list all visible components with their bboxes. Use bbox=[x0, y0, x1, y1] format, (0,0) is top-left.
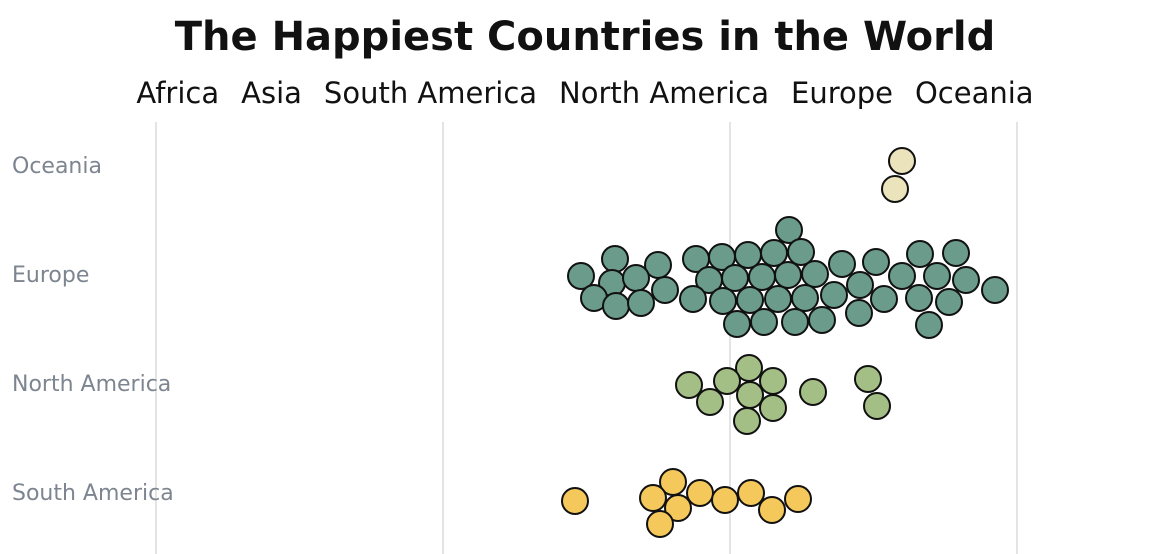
dot-europe-37[interactable] bbox=[602, 292, 630, 320]
dot-europe-23[interactable] bbox=[923, 262, 951, 290]
dot-europe-22[interactable] bbox=[888, 262, 916, 290]
dot-europe-9[interactable] bbox=[828, 250, 856, 278]
row-label-oceania: Oceania bbox=[12, 154, 102, 179]
dot-europe-36[interactable] bbox=[981, 276, 1009, 304]
gridlines bbox=[155, 122, 1018, 554]
dot-south-america-2[interactable] bbox=[686, 479, 714, 507]
dot-europe-34[interactable] bbox=[905, 284, 933, 312]
dot-europe-19[interactable] bbox=[774, 261, 802, 289]
dot-europe-39[interactable] bbox=[723, 310, 751, 338]
dot-europe-7[interactable] bbox=[787, 238, 815, 266]
dot-europe-2[interactable] bbox=[601, 245, 629, 273]
dot-europe-42[interactable] bbox=[808, 306, 836, 334]
legend-item-north-america: North America bbox=[559, 76, 769, 110]
series-north-america bbox=[675, 354, 891, 435]
dot-north-america-7[interactable] bbox=[736, 381, 764, 409]
legend-item-europe: Europe bbox=[791, 76, 893, 110]
dot-south-america-10[interactable] bbox=[646, 510, 674, 538]
dot-europe-41[interactable] bbox=[781, 308, 809, 336]
dot-north-america-9[interactable] bbox=[759, 394, 787, 422]
dot-north-america-2[interactable] bbox=[675, 371, 703, 399]
series-europe bbox=[567, 216, 1009, 339]
legend: Africa Asia South America North America Euro… bbox=[0, 76, 1170, 110]
dot-europe-44[interactable] bbox=[915, 311, 943, 339]
dot-europe-29[interactable] bbox=[736, 286, 764, 314]
dot-north-america-11[interactable] bbox=[733, 407, 761, 435]
dot-europe-24[interactable] bbox=[952, 266, 980, 294]
dot-europe-11[interactable] bbox=[906, 240, 934, 268]
dot-south-america-6[interactable] bbox=[711, 486, 739, 514]
dot-north-america-1[interactable] bbox=[735, 354, 763, 382]
dot-north-america-5[interactable] bbox=[854, 365, 882, 393]
dot-north-america-6[interactable] bbox=[696, 388, 724, 416]
dot-oceania-2[interactable] bbox=[881, 175, 909, 203]
dot-south-america-4[interactable] bbox=[561, 487, 589, 515]
row-labels: Oceania Europe North America South America bbox=[12, 154, 174, 506]
dot-europe-6[interactable] bbox=[760, 239, 788, 267]
legend-item-oceania: Oceania bbox=[914, 76, 1034, 110]
dot-south-america-8[interactable] bbox=[664, 494, 692, 522]
data-points bbox=[561, 147, 1009, 538]
dot-europe-43[interactable] bbox=[845, 299, 873, 327]
dot-europe-31[interactable] bbox=[791, 284, 819, 312]
series-south-america bbox=[561, 468, 812, 538]
dot-europe-27[interactable] bbox=[679, 285, 707, 313]
dot-europe-10[interactable] bbox=[862, 248, 890, 276]
dot-europe-12[interactable] bbox=[942, 239, 970, 267]
legend-item-asia: Asia bbox=[241, 76, 302, 110]
dot-south-america-5[interactable] bbox=[639, 484, 667, 512]
dot-north-america-3[interactable] bbox=[713, 367, 741, 395]
dot-north-america-4[interactable] bbox=[759, 367, 787, 395]
legend-item-south-america: South America bbox=[323, 76, 538, 110]
row-label-south-america: South America bbox=[12, 481, 174, 506]
dot-europe-32[interactable] bbox=[820, 281, 848, 309]
dot-europe-17[interactable] bbox=[721, 264, 749, 292]
dot-europe-21[interactable] bbox=[846, 271, 874, 299]
row-label-europe: Europe bbox=[12, 263, 89, 288]
row-label-north-america: North America bbox=[12, 372, 171, 397]
dot-europe-30[interactable] bbox=[764, 285, 792, 313]
dot-europe-40[interactable] bbox=[750, 308, 778, 336]
dot-europe-13[interactable] bbox=[567, 262, 595, 290]
dot-south-america-9[interactable] bbox=[758, 496, 786, 524]
dot-europe-15[interactable] bbox=[622, 264, 650, 292]
dot-europe-38[interactable] bbox=[627, 289, 655, 317]
legend-item-africa: Africa bbox=[136, 76, 220, 110]
dot-south-america-7[interactable] bbox=[784, 485, 812, 513]
dot-europe-20[interactable] bbox=[801, 260, 829, 288]
dot-europe-28[interactable] bbox=[709, 287, 737, 315]
dot-north-america-10[interactable] bbox=[863, 392, 891, 420]
dot-europe-26[interactable] bbox=[651, 276, 679, 304]
dot-europe-35[interactable] bbox=[935, 288, 963, 316]
dot-oceania-1[interactable] bbox=[888, 147, 916, 175]
chart-title: The Happiest Countries in the World bbox=[174, 14, 996, 60]
dot-europe-1[interactable] bbox=[775, 216, 803, 244]
dot-north-america-8[interactable] bbox=[799, 378, 827, 406]
dot-south-america-3[interactable] bbox=[737, 479, 765, 507]
dot-europe-33[interactable] bbox=[870, 285, 898, 313]
series-oceania bbox=[881, 147, 916, 203]
dot-europe-18[interactable] bbox=[748, 263, 776, 291]
